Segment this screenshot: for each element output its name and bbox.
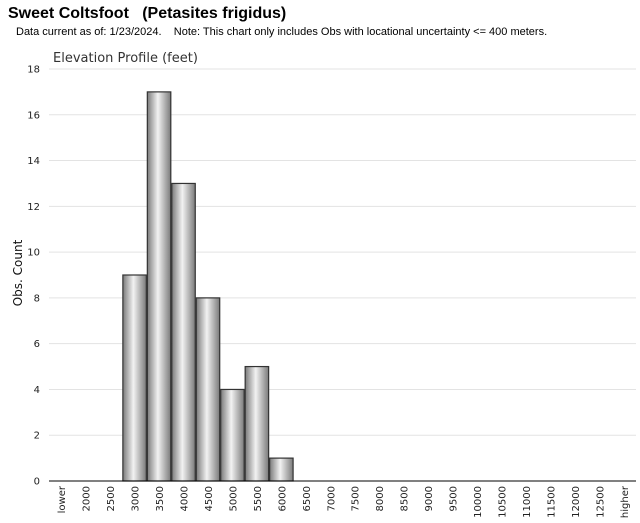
page-title: Sweet Coltsfoot (Petasites frigidus) xyxy=(8,5,287,22)
page-subtitle: Data current as of: 1/23/2024. Note: Thi… xyxy=(16,26,548,38)
y-tick-label: 8 xyxy=(34,293,40,304)
x-tick-label: 8000 xyxy=(375,486,386,511)
x-tick-label: 4500 xyxy=(204,486,215,511)
x-tick-label: 5500 xyxy=(253,486,264,511)
y-tick-label: 10 xyxy=(27,248,40,259)
x-tick-label: 10500 xyxy=(497,486,508,518)
x-tick-label: 3000 xyxy=(131,486,142,511)
x-tick-label: 12500 xyxy=(595,486,606,518)
bar-4000 xyxy=(171,182,196,482)
x-tick-label: 11500 xyxy=(546,486,557,518)
x-tick-label: 2500 xyxy=(106,486,117,511)
x-tick-labels: lower 2000 2500 3000 3500 4000 4500 5000 5500 600… xyxy=(57,485,631,518)
y-axis-label: Obs. Count xyxy=(11,239,25,306)
x-tick-label: 12000 xyxy=(571,486,582,518)
x-tick-label: 7000 xyxy=(326,486,337,511)
x-tick-label: 4000 xyxy=(180,486,191,511)
x-tick-label: 7500 xyxy=(351,486,362,511)
y-tick-label: 6 xyxy=(34,339,40,350)
x-tick-label: 9000 xyxy=(424,486,435,511)
x-tick-label: 11000 xyxy=(522,486,533,518)
bar-3500 xyxy=(146,91,172,482)
x-tick-label: higher xyxy=(620,485,631,518)
x-tick-label: 5000 xyxy=(228,486,239,511)
y-tick-label: 18 xyxy=(27,65,40,76)
x-tick-label: 2000 xyxy=(82,486,93,511)
x-tick-label: lower xyxy=(57,485,68,513)
y-tick-label: 4 xyxy=(34,385,40,396)
bar-5000 xyxy=(220,388,245,482)
x-tick-label: 9500 xyxy=(449,486,460,511)
y-tick-label: 12 xyxy=(27,202,40,213)
x-tick-label: 3500 xyxy=(155,486,166,511)
x-tick-label: 6000 xyxy=(277,486,288,511)
x-tick-label: 10000 xyxy=(473,486,484,518)
bar-6000 xyxy=(269,457,294,482)
x-tick-label: 6500 xyxy=(302,486,313,511)
y-tick-label: 0 xyxy=(34,477,40,488)
bar-5500 xyxy=(244,365,270,482)
bar-3000 xyxy=(122,274,147,482)
bar-4500 xyxy=(195,297,221,482)
y-tick-label: 2 xyxy=(34,431,40,442)
chart-title: Elevation Profile (feet) xyxy=(53,51,198,66)
y-tick-label: 14 xyxy=(27,156,40,167)
y-tick-labels: 0 2 4 6 8 10 12 14 16 18 xyxy=(27,65,40,488)
bars xyxy=(122,91,294,482)
y-tick-label: 16 xyxy=(27,110,40,121)
x-tick-label: 8500 xyxy=(400,486,411,511)
